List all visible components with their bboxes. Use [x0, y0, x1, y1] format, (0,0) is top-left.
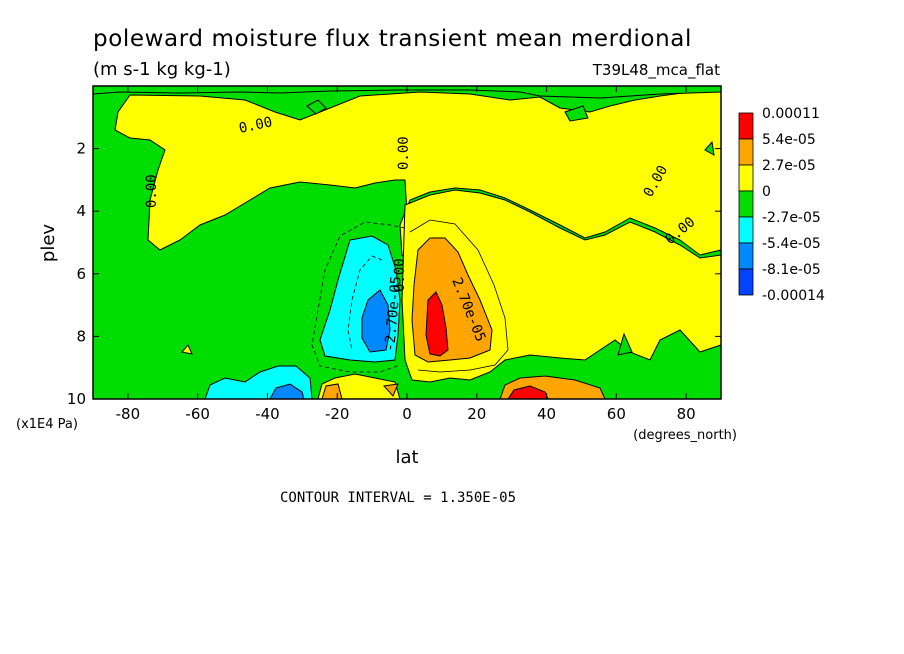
legend-swatch — [738, 190, 754, 218]
legend-label: -5.4e-05 — [762, 236, 821, 252]
color-legend: 0.00011 5.4e-05 2.7e-05 0 -2.7e-05 -5.4e-05 -8… — [738, 106, 825, 304]
legend-label: -0.00014 — [762, 288, 825, 304]
chart-title: poleward moisture flux transient mean me… — [93, 26, 692, 52]
pocket-positive-1 — [181, 344, 193, 355]
x-tick-label: -20 — [325, 405, 350, 423]
contour-label: 0.00 — [238, 114, 274, 137]
x-tick-label: 40 — [537, 405, 556, 423]
legend-swatch — [738, 216, 754, 244]
contour-line-positive — [409, 219, 509, 373]
contour-line-negative — [311, 221, 406, 373]
x-tick-label: 60 — [607, 405, 626, 423]
region-positive-upper — [114, 89, 721, 267]
x-tick-label: -40 — [255, 405, 280, 423]
legend-label: -8.1e-05 — [762, 262, 821, 278]
x-axis-label: lat — [395, 447, 418, 468]
contour-label: 0.00 — [144, 174, 160, 208]
legend-swatch — [738, 138, 754, 166]
region-positive-core-red — [425, 291, 449, 357]
region-negative-core-blue — [361, 289, 391, 353]
legend-label: 0 — [762, 184, 771, 200]
contour-field — [93, 86, 721, 399]
contour-line-negative-inner — [347, 255, 383, 351]
chart-units: (m s-1 kg kg-1) — [93, 59, 231, 80]
legend-label: 2.7e-05 — [762, 158, 816, 174]
pocket-negative-1 — [306, 99, 327, 115]
legend-swatch — [738, 112, 754, 140]
legend-swatch — [738, 164, 754, 192]
y-axis: 2 4 6 8 10 — [67, 140, 721, 408]
y-tick-label: 6 — [76, 265, 86, 283]
run-label: T39L48_mca_flat — [592, 61, 720, 80]
legend-swatch — [738, 242, 754, 270]
region-positive-surface-orange-small-2 — [383, 383, 399, 397]
x-tick-label: 20 — [467, 405, 486, 423]
contour-label: -2.70e-05 — [382, 275, 405, 352]
y-tick-label: 8 — [76, 327, 86, 345]
contour-label: 0.00 — [392, 258, 408, 292]
x-tick-label: -60 — [185, 405, 210, 423]
x-tick-label: 80 — [677, 405, 696, 423]
legend-label: 5.4e-05 — [762, 132, 816, 148]
x-axis: -80 -60 -40 -20 0 20 40 60 80 — [116, 86, 696, 423]
legend-swatch — [738, 268, 754, 296]
legend-label: -2.7e-05 — [762, 210, 821, 226]
region-positive-surface-red — [507, 385, 549, 399]
legend-label: 0.00011 — [762, 106, 820, 122]
y-axis-label: plev — [38, 224, 59, 263]
pocket-negative-4 — [704, 140, 715, 156]
x-tick-label: 0 — [402, 405, 412, 423]
x-axis-unit: (degrees_north) — [633, 428, 737, 443]
region-negative-surface-blue — [269, 383, 305, 399]
pocket-negative-2 — [564, 105, 589, 122]
x-tick-label: -80 — [116, 405, 141, 423]
pocket-negative-3 — [617, 332, 633, 356]
y-tick-label: 4 — [76, 202, 86, 220]
region-top-strip — [93, 86, 721, 99]
y-axis-unit: (x1E4 Pa) — [16, 417, 78, 432]
y-tick-label: 2 — [76, 140, 86, 158]
y-tick-label: 10 — [67, 390, 86, 408]
contour-label: 0.00 — [396, 136, 412, 170]
contour-interval-footer: CONTOUR INTERVAL = 1.350E-05 — [280, 490, 516, 506]
